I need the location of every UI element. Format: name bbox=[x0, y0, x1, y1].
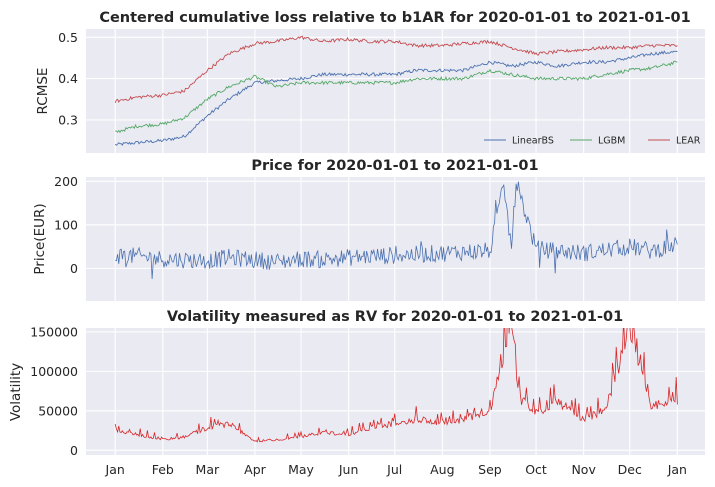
panel1-legend: LinearBS LGBM LEAR bbox=[484, 136, 701, 147]
x-tick-label: Jan bbox=[105, 462, 125, 477]
y-tick-label: 0 bbox=[70, 261, 78, 276]
panel2-ylabel: Price(EUR) bbox=[32, 203, 48, 274]
y-tick-label: 50000 bbox=[38, 403, 78, 418]
y-tick-label: 0.4 bbox=[58, 71, 78, 86]
series-line-linearbs bbox=[114, 50, 678, 146]
panel-volatility: Volatility measured as RV for 2020-01-01… bbox=[8, 309, 705, 458]
x-tick-label: Sep bbox=[478, 462, 502, 477]
legend-label: LinearBS bbox=[512, 136, 554, 147]
x-tick-label: Jan bbox=[667, 462, 687, 477]
y-tick-label: 200 bbox=[54, 174, 78, 189]
x-tick-label: Oct bbox=[525, 462, 547, 477]
panel2-xgrid bbox=[114, 177, 678, 301]
panel2-lines bbox=[115, 181, 678, 280]
y-tick-label: 0.5 bbox=[58, 30, 78, 45]
panel3-ygrid bbox=[86, 331, 705, 451]
x-tick-labels: Jan Feb Mar Apr May Jun Jul Aug Sep Oct Nov Dec Jan bbox=[105, 462, 687, 477]
panel3-plot-area bbox=[86, 328, 705, 455]
panel3-yticks: 0 50000 100000 150000 bbox=[30, 324, 78, 457]
x-tick-label: Aug bbox=[430, 462, 454, 477]
panel2-plot-area bbox=[86, 177, 705, 301]
panel3-ylabel: Volatility bbox=[8, 363, 24, 421]
y-tick-label: 100000 bbox=[30, 364, 78, 379]
x-tick-label: Jul bbox=[386, 462, 402, 477]
x-tick-label: Mar bbox=[196, 462, 220, 477]
y-tick-label: 150000 bbox=[30, 324, 78, 339]
x-tick-label: Apr bbox=[244, 462, 266, 477]
y-tick-label: 100 bbox=[54, 217, 78, 232]
panel1-ygrid bbox=[86, 36, 705, 121]
x-tick-label: Dec bbox=[618, 462, 642, 477]
x-tick-label: May bbox=[288, 462, 314, 477]
y-tick-label: 0 bbox=[70, 443, 78, 458]
panel1-lines bbox=[114, 35, 678, 146]
legend-label: LEAR bbox=[676, 136, 701, 147]
panel2-ygrid bbox=[86, 180, 705, 269]
x-tick-label: Feb bbox=[152, 462, 174, 477]
x-tick-label: Nov bbox=[571, 462, 596, 477]
panel1-yticks: 0.3 0.4 0.5 bbox=[58, 30, 78, 128]
panel3-xgrid bbox=[114, 328, 678, 455]
panel-cumulative-loss: Centered cumulative loss relative to b1A… bbox=[35, 10, 705, 153]
series-line bbox=[114, 328, 678, 443]
panel3-lines bbox=[114, 328, 678, 443]
series-line-lear bbox=[114, 35, 678, 103]
series-line bbox=[115, 181, 678, 280]
y-tick-label: 0.3 bbox=[58, 112, 78, 127]
legend-label: LGBM bbox=[598, 136, 625, 147]
panel1-title: Centered cumulative loss relative to b1A… bbox=[99, 10, 690, 26]
panel3-title: Volatility measured as RV for 2020-01-01… bbox=[167, 309, 623, 325]
panel2-yticks: 0 100 200 bbox=[54, 174, 78, 276]
panel1-ylabel: RCMSE bbox=[35, 68, 51, 115]
x-tick-label: Jun bbox=[338, 462, 359, 477]
panel1-xgrid bbox=[114, 29, 678, 153]
panel2-title: Price for 2020-01-01 to 2021-01-01 bbox=[251, 158, 538, 174]
series-line-lgbm bbox=[115, 60, 678, 134]
panel-price: Price for 2020-01-01 to 2021-01-01 0 100 2… bbox=[32, 158, 705, 301]
